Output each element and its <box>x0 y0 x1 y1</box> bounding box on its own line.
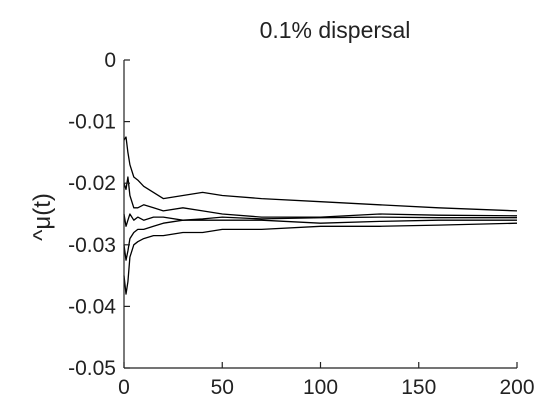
y-axis-label: ^μ(t) <box>29 193 56 241</box>
series-line-1 <box>123 136 518 212</box>
series-line-4 <box>123 219 517 261</box>
x-tick-label: 0 <box>118 376 130 399</box>
x-tick-label: 50 <box>211 376 234 399</box>
y-tick-label: -0.02 <box>68 172 116 195</box>
x-tick-label: 150 <box>401 376 436 399</box>
x-tick-label: 200 <box>499 376 534 399</box>
chart-title: 0.1% dispersal <box>260 17 411 43</box>
x-ticks: 0 50 100 150 200 <box>118 362 535 399</box>
series-line-5 <box>123 222 518 295</box>
y-ticks: 0 -0.01 -0.02 -0.03 -0.04 -0.05 <box>68 49 130 380</box>
y-tick-label: -0.05 <box>68 357 116 380</box>
y-tick-label: -0.04 <box>68 295 116 318</box>
y-tick-label: 0 <box>104 49 116 72</box>
plot-area <box>123 136 518 295</box>
y-tick-label: -0.01 <box>68 111 116 134</box>
series-line-2 <box>123 176 518 218</box>
y-tick-label: -0.03 <box>68 234 116 257</box>
series-line-3 <box>123 213 517 227</box>
x-tick-label: 100 <box>303 376 338 399</box>
